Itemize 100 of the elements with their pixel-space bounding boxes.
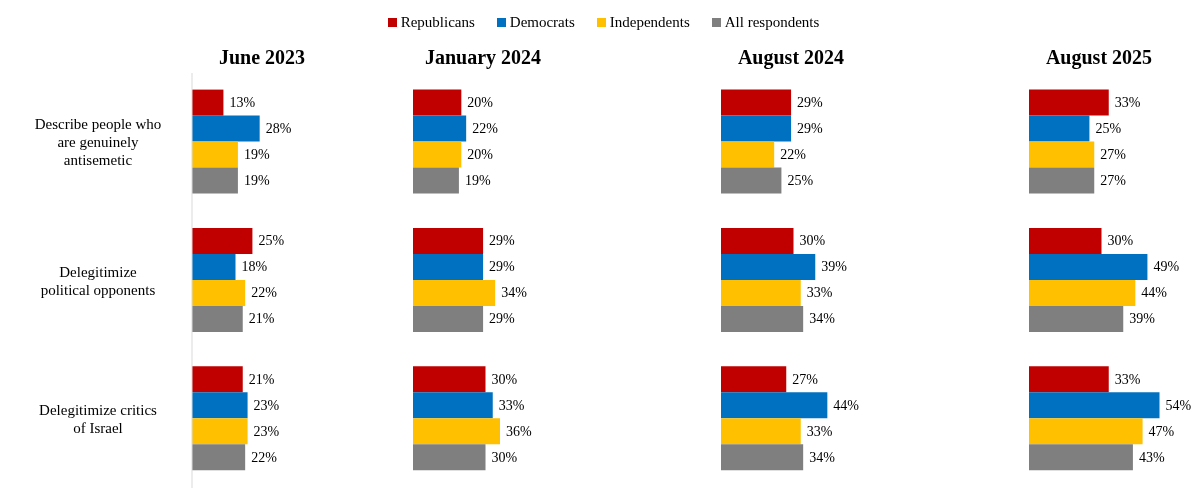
bar <box>721 227 794 254</box>
data-label: 34% <box>501 285 528 301</box>
data-label: 27% <box>792 371 819 387</box>
chart-title: June 2023 <box>217 46 307 69</box>
bar <box>1029 141 1095 168</box>
y-tick-label: Delegitimize critics of Israel <box>39 401 158 436</box>
bar <box>192 392 248 419</box>
bar <box>192 418 248 445</box>
bar <box>1029 89 1109 116</box>
bar <box>192 115 260 142</box>
data-label: 33% <box>806 285 833 301</box>
bar <box>413 366 486 393</box>
bar <box>192 305 243 332</box>
data-label: 22% <box>780 147 807 163</box>
bar <box>1029 392 1160 419</box>
y-tick-label: Delegitimize political opponents <box>40 263 156 298</box>
data-label: 39% <box>1129 311 1156 327</box>
data-label: 21% <box>248 311 275 327</box>
data-label: 33% <box>498 397 525 413</box>
y-tick-label: Describe people who are genuinely antisemetic <box>34 116 162 169</box>
bar <box>1029 115 1090 142</box>
legend-label: Independents <box>608 14 690 31</box>
bar <box>721 366 787 393</box>
data-label: 30% <box>491 371 518 387</box>
data-label: 33% <box>806 423 833 439</box>
legend-label: All respondents <box>723 14 820 31</box>
bar <box>721 253 816 280</box>
chart-title: August 2025 <box>1044 46 1154 69</box>
data-label: 23% <box>253 397 280 413</box>
data-label: 39% <box>821 259 848 275</box>
bar <box>1029 444 1133 471</box>
bar <box>192 366 243 393</box>
bar <box>413 141 462 168</box>
bar <box>413 89 462 116</box>
data-label: 20% <box>467 147 494 163</box>
bar <box>721 305 804 332</box>
bar <box>413 227 484 254</box>
data-label: 22% <box>472 121 499 137</box>
data-label: 30% <box>799 233 826 249</box>
data-label: 29% <box>489 233 516 249</box>
bar <box>413 253 484 280</box>
data-label: 20% <box>467 95 494 111</box>
data-label: 29% <box>797 95 824 111</box>
data-label: 33% <box>1114 95 1141 111</box>
bar <box>192 227 253 254</box>
data-label: 44% <box>1141 285 1168 301</box>
bar <box>192 141 238 168</box>
bar <box>192 444 246 471</box>
bar <box>413 279 496 306</box>
bar <box>413 392 493 419</box>
data-label: 30% <box>1107 233 1134 249</box>
data-label: 22% <box>251 285 278 301</box>
bar <box>413 418 500 445</box>
data-label: 25% <box>787 173 814 189</box>
data-label: 34% <box>809 449 836 465</box>
data-label: 49% <box>1153 259 1180 275</box>
chart-title: August 2024 <box>736 46 846 69</box>
data-label: 23% <box>253 423 280 439</box>
data-label: 28% <box>265 121 292 137</box>
bar <box>1029 253 1148 280</box>
data-label: 29% <box>489 259 516 275</box>
bar <box>1029 366 1109 393</box>
data-label: 22% <box>251 449 278 465</box>
bar <box>721 115 792 142</box>
data-label: 21% <box>248 371 275 387</box>
bar <box>1029 418 1143 445</box>
bar <box>721 392 828 419</box>
data-label: 30% <box>491 449 518 465</box>
bar <box>1029 305 1124 332</box>
data-label: 29% <box>489 311 516 327</box>
data-label: 34% <box>809 311 836 327</box>
data-label: 25% <box>1095 121 1122 137</box>
data-label: 27% <box>1100 173 1127 189</box>
legend-label: Democrats <box>508 14 575 31</box>
bar <box>192 167 238 194</box>
data-label: 54% <box>1165 397 1192 413</box>
data-label: 13% <box>229 95 256 111</box>
data-label: 18% <box>241 259 268 275</box>
data-label: 33% <box>1114 371 1141 387</box>
data-label: 25% <box>258 233 285 249</box>
data-label: 27% <box>1100 147 1127 163</box>
bar <box>1029 279 1136 306</box>
bar <box>721 141 775 168</box>
bar <box>192 89 224 116</box>
data-label: 44% <box>833 397 860 413</box>
chart-title: January 2024 <box>423 46 543 69</box>
bar <box>1029 227 1102 254</box>
bar <box>721 279 801 306</box>
bar <box>721 167 782 194</box>
data-label: 43% <box>1138 449 1165 465</box>
bar <box>192 253 236 280</box>
data-label: 36% <box>506 423 532 439</box>
data-label: 19% <box>243 173 270 189</box>
bar <box>721 444 804 471</box>
bar <box>413 167 459 194</box>
bar <box>721 89 792 116</box>
bar <box>413 305 484 332</box>
bar <box>413 444 486 471</box>
bar <box>1029 167 1095 194</box>
legend-label: Republicans <box>399 14 475 31</box>
